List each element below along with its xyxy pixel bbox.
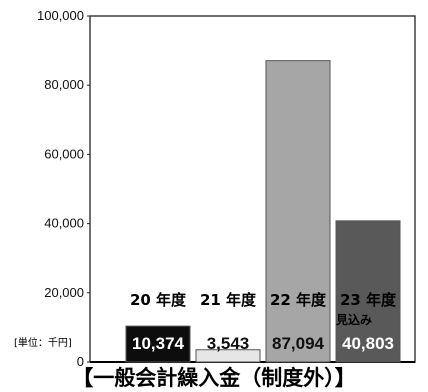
- y-tick-label: 100,000: [37, 8, 84, 23]
- category-label: 21 年度: [200, 291, 257, 309]
- category-label: 22 年度: [270, 291, 327, 309]
- value-label: 3,543: [207, 334, 250, 353]
- category-label: 20 年度: [130, 291, 187, 309]
- y-tick-label: 0: [77, 354, 84, 369]
- chart-title: 【一般会計繰入金（制度外）】: [72, 366, 356, 390]
- unit-note: [単位：千円]: [14, 336, 72, 349]
- category-label: 23 年度: [340, 291, 397, 309]
- bar: [265, 60, 331, 363]
- bar: [125, 325, 191, 363]
- bar: [335, 220, 401, 363]
- y-tick-label: 40,000: [44, 216, 84, 231]
- category-label-suffix: 見込み: [335, 312, 372, 327]
- y-tick-label: 80,000: [44, 77, 84, 92]
- value-label: 40,803: [342, 334, 394, 353]
- bar: [195, 349, 261, 363]
- y-tick-label: 60,000: [44, 146, 84, 161]
- y-tick-label: 20,000: [44, 285, 84, 300]
- value-label: 10,374: [132, 334, 185, 353]
- value-label: 87,094: [272, 334, 325, 353]
